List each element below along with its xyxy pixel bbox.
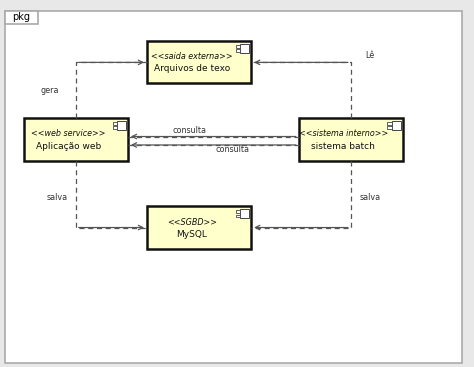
Text: sistema batch: sistema batch — [311, 142, 375, 150]
Text: consulta: consulta — [215, 145, 249, 154]
Text: Arquivos de texo: Arquivos de texo — [154, 65, 230, 73]
FancyBboxPatch shape — [5, 11, 38, 24]
FancyBboxPatch shape — [387, 127, 392, 129]
Text: MySQL: MySQL — [176, 230, 207, 239]
FancyBboxPatch shape — [387, 122, 392, 125]
FancyBboxPatch shape — [113, 122, 117, 125]
Text: Lê: Lê — [365, 51, 374, 59]
Text: <<SGBD>>: <<SGBD>> — [167, 218, 217, 226]
Text: gera: gera — [40, 86, 59, 95]
FancyBboxPatch shape — [240, 209, 249, 218]
FancyBboxPatch shape — [240, 44, 249, 53]
FancyBboxPatch shape — [236, 45, 240, 48]
FancyBboxPatch shape — [236, 50, 240, 52]
FancyBboxPatch shape — [236, 215, 240, 217]
FancyBboxPatch shape — [236, 210, 240, 213]
Text: consulta: consulta — [173, 126, 207, 135]
FancyBboxPatch shape — [392, 121, 401, 130]
FancyBboxPatch shape — [24, 119, 128, 161]
Text: <<sistema interno>>: <<sistema interno>> — [299, 130, 388, 138]
FancyBboxPatch shape — [113, 127, 117, 129]
FancyBboxPatch shape — [5, 11, 462, 363]
Text: <<saida externa>>: <<saida externa>> — [151, 52, 233, 61]
FancyBboxPatch shape — [147, 41, 251, 84]
Text: salva: salva — [359, 193, 380, 202]
Text: salva: salva — [46, 193, 67, 202]
FancyBboxPatch shape — [147, 206, 251, 249]
Text: <<web service>>: <<web service>> — [31, 130, 106, 138]
FancyBboxPatch shape — [299, 119, 403, 161]
Text: pkg: pkg — [12, 12, 30, 22]
FancyBboxPatch shape — [117, 121, 126, 130]
Text: Aplicação web: Aplicação web — [36, 142, 101, 150]
